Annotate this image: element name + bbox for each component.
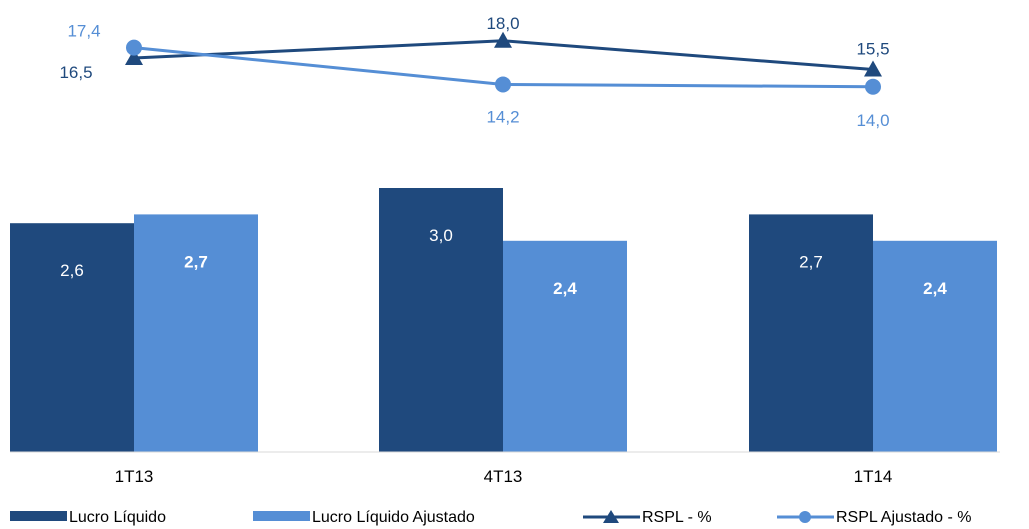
- bar-data-label: 2,4: [923, 279, 947, 298]
- line-data-label: 18,0: [486, 14, 519, 33]
- line-data-label: 14,2: [486, 107, 519, 126]
- legend-swatch-lucro-liquido-ajustado: [253, 511, 310, 521]
- bar-data-label: 3,0: [429, 226, 453, 245]
- line-data-label: 17,4: [67, 22, 100, 41]
- bar-lucro-liquido-4t13: [379, 188, 503, 452]
- bar-data-label: 2,7: [184, 252, 208, 271]
- bar-data-label: 2,6: [60, 261, 84, 280]
- bar-lucro-liquido-ajustado-4t13: [503, 240, 627, 452]
- marker-triangle: [125, 49, 143, 65]
- bar-lucro-liquido-1t13: [10, 223, 134, 452]
- bar-lucro-liquido-ajustado-1t14: [873, 240, 997, 452]
- tick-labels-layer: 1T13 4T13 1T14: [115, 467, 893, 486]
- line-data-label: 16,5: [59, 63, 92, 82]
- marker-circle: [865, 78, 881, 95]
- marker-circle: [495, 76, 511, 93]
- bars-layer: [10, 188, 997, 452]
- x-tick-label: 1T13: [115, 467, 154, 486]
- marker-circle: [126, 39, 142, 56]
- bar-labels-layer: 2,6 3,0 2,7 2,7 2,4 2,4: [60, 226, 947, 298]
- legend-label: Lucro Líquido: [69, 509, 166, 526]
- legend-marker-triangle: [603, 510, 619, 523]
- marker-triangle: [864, 60, 882, 77]
- bar-lucro-liquido-ajustado-1t13: [134, 214, 258, 452]
- legend-label: RSPL Ajustado - %: [836, 509, 971, 526]
- x-tick-label: 4T13: [484, 467, 523, 486]
- line-labels-layer: 16,5 18,0 15,5 17,4 14,2 14,0: [59, 14, 889, 130]
- bar-data-label: 2,4: [553, 279, 577, 298]
- bar-lucro-liquido-1t14: [749, 214, 873, 452]
- bar-data-label: 2,7: [799, 252, 823, 271]
- x-tick-label: 1T14: [854, 467, 893, 486]
- line-data-label: 14,0: [856, 111, 889, 130]
- legend-marker-circle: [799, 511, 811, 523]
- legend-label: Lucro Líquido Ajustado: [312, 509, 475, 526]
- markers-layer: [125, 31, 882, 95]
- legend-swatch-lucro-liquido: [10, 511, 67, 521]
- legend-label: RSPL - %: [642, 509, 712, 526]
- legend: Lucro Líquido Lucro Líquido Ajustado RSPL …: [10, 509, 971, 526]
- marker-triangle: [494, 31, 512, 48]
- line-data-label: 15,5: [856, 40, 889, 59]
